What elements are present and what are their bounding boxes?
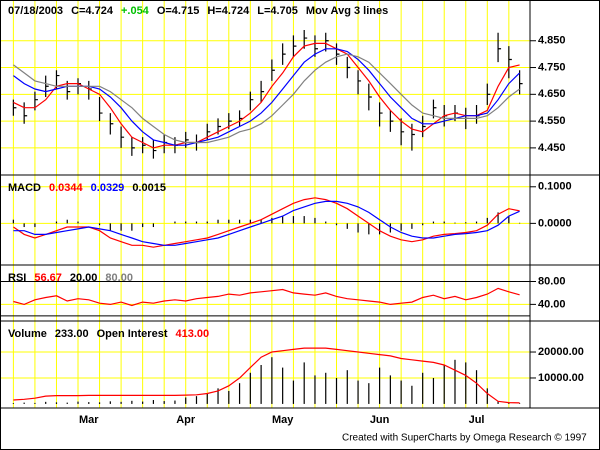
series-line: [13, 48, 521, 146]
y-tick-label: 80.00: [538, 275, 566, 287]
ohlc-bar: [131, 137, 135, 156]
x-tick-label: Mar: [79, 414, 99, 426]
y-tick-label: 0.0000: [538, 217, 572, 229]
ohlc-bar: [378, 102, 383, 127]
ohlc-bar: [120, 126, 125, 148]
ohlc-bar: [282, 43, 286, 65]
legend-text: C=4.724: [71, 5, 114, 17]
legend-text: Mov Avg 3 lines: [306, 5, 388, 17]
ohlc-bar: [411, 123, 415, 151]
legend-text: H=4.724: [207, 5, 250, 17]
ohlc-bar: [23, 102, 28, 124]
x-tick-label: Jun: [370, 414, 390, 426]
footer: Created with SuperCharts by Omega Resear…: [342, 433, 587, 444]
ohlc-bar: [260, 80, 265, 103]
y-tick-label: 10000.00: [538, 372, 584, 384]
ohlc-bar: [142, 137, 146, 154]
y-tick-label: 4.750: [538, 61, 566, 73]
y-tick-label: 4.850: [538, 35, 566, 47]
legend-text: Volume: [8, 328, 47, 340]
x-tick-label: Apr: [176, 414, 196, 426]
ohlc-bar: [497, 32, 502, 63]
y-tick-label: 40.00: [538, 298, 566, 310]
ohlc-bar: [249, 91, 254, 111]
legend-text: 0.0015: [132, 182, 166, 194]
series-line: [13, 200, 520, 246]
y-tick-label: 4.550: [538, 115, 566, 127]
series-line: [13, 197, 520, 248]
legend-text: 07/18/2003: [8, 5, 63, 17]
series-line: [13, 287, 520, 307]
ohlc-bar: [238, 110, 243, 127]
legend-text: 413.00: [175, 328, 209, 340]
series-line: [13, 53, 520, 144]
legend-text: O=4.715: [157, 5, 200, 17]
ohlc-bar: [486, 83, 491, 106]
legend-text: 80.00: [105, 272, 133, 284]
legend-text: Open Interest: [97, 328, 168, 340]
ohlc-bar: [292, 35, 297, 57]
legend-text: 233.00: [55, 328, 89, 340]
x-tick-label: May: [272, 414, 294, 426]
legend-text: RSI: [8, 272, 26, 284]
ohlc-bar: [368, 83, 372, 111]
ohlc-bar: [400, 118, 405, 146]
ohlc-bar: [389, 110, 394, 132]
ohlc-bar: [109, 113, 114, 135]
y-tick-label: 4.650: [538, 88, 566, 100]
ohlc-bar: [314, 35, 318, 57]
ohlc-bar: [98, 97, 103, 122]
y-tick-label: 0.1000: [538, 181, 572, 193]
ohlc-bar: [271, 59, 275, 81]
legend-text: MACD: [8, 182, 41, 194]
ohlc-bar: [357, 70, 362, 95]
ohlc-bar: [519, 70, 523, 95]
y-tick-label: 20000.00: [538, 346, 584, 358]
series-line: [13, 347, 520, 404]
ohlc-bar: [346, 56, 351, 79]
x-tick-label: Jul: [469, 414, 485, 426]
legend-text: L=4.705: [257, 5, 298, 17]
series-line: [13, 42, 520, 149]
ohlc-bar: [508, 46, 512, 79]
legend-text: 56.67: [34, 272, 62, 284]
y-tick-label: 4.450: [538, 142, 566, 154]
legend-text: 0.0344: [49, 182, 84, 194]
legend-text: 0.0329: [91, 182, 125, 194]
ohlc-bar: [422, 115, 426, 138]
ohlc-bar: [12, 99, 17, 116]
legend-text: +.054: [121, 5, 150, 17]
ohlc-bar: [45, 75, 49, 97]
ohlc-bar: [152, 139, 157, 159]
ohlc-bar: [335, 43, 340, 65]
legend-text: 20.00: [70, 272, 98, 284]
